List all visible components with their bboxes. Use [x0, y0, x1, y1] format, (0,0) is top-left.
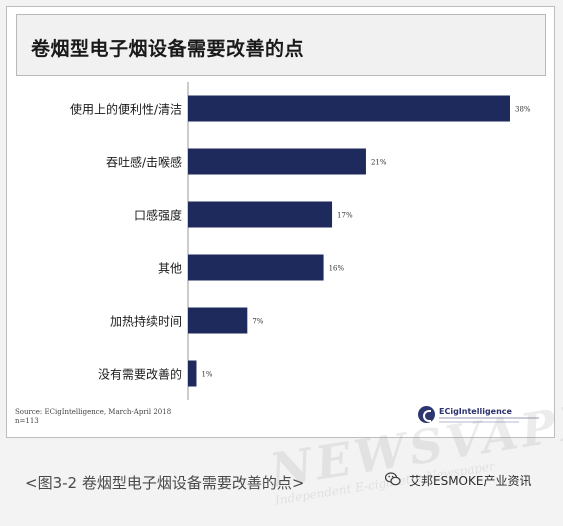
logo-tagline-bar [439, 417, 539, 419]
source-line: Source: ECigIntelligence, March-April 20… [15, 408, 172, 416]
category-label: 其他 [158, 262, 182, 276]
data-label: 17% [337, 212, 353, 220]
account-name: 艾邦ESMOKE产业资讯 [409, 474, 532, 488]
bar [188, 95, 510, 122]
wechat-icon [385, 472, 401, 486]
bar-chart: 使用上的便利性/清洁 38% 吞吐感/击喉感 21% 口感强度 17% 其他 16% 加热持续时… [70, 82, 531, 400]
data-label: 16% [329, 265, 345, 273]
data-label: 1% [201, 371, 212, 379]
bar [188, 360, 197, 387]
category-label: 吞吐感/击喉感 [106, 155, 182, 170]
brand-logo: ECigIntelligence [418, 404, 544, 426]
data-label: 7% [252, 318, 263, 326]
bar [188, 307, 248, 334]
logo-mark-icon [418, 406, 435, 423]
chart-card: 卷烟型电子烟设备需要改善的点 [6, 6, 555, 438]
chart-title: 卷烟型电子烟设备需要改善的点 [31, 38, 305, 60]
title-box: 卷烟型电子烟设备需要改善的点 [16, 14, 546, 76]
category-label: 加热持续时间 [110, 314, 182, 329]
data-label: 38% [515, 106, 531, 114]
logo-tagline-bar [439, 421, 519, 423]
bar [188, 201, 333, 228]
category-label: 没有需要改善的 [98, 367, 182, 382]
data-label: 21% [371, 159, 387, 167]
bar [188, 254, 324, 281]
figure-caption: <图3-2 卷烟型电子烟设备需要改善的点> [25, 474, 305, 492]
category-label: 口感强度 [134, 208, 182, 223]
logo-text: ECigIntelligence [439, 407, 512, 416]
bar [188, 148, 366, 175]
source-note: Source: ECigIntelligence, March-April 20… [15, 408, 171, 426]
category-label: 使用上的便利性/清洁 [70, 102, 182, 117]
sample-size: n=113 [15, 417, 39, 425]
